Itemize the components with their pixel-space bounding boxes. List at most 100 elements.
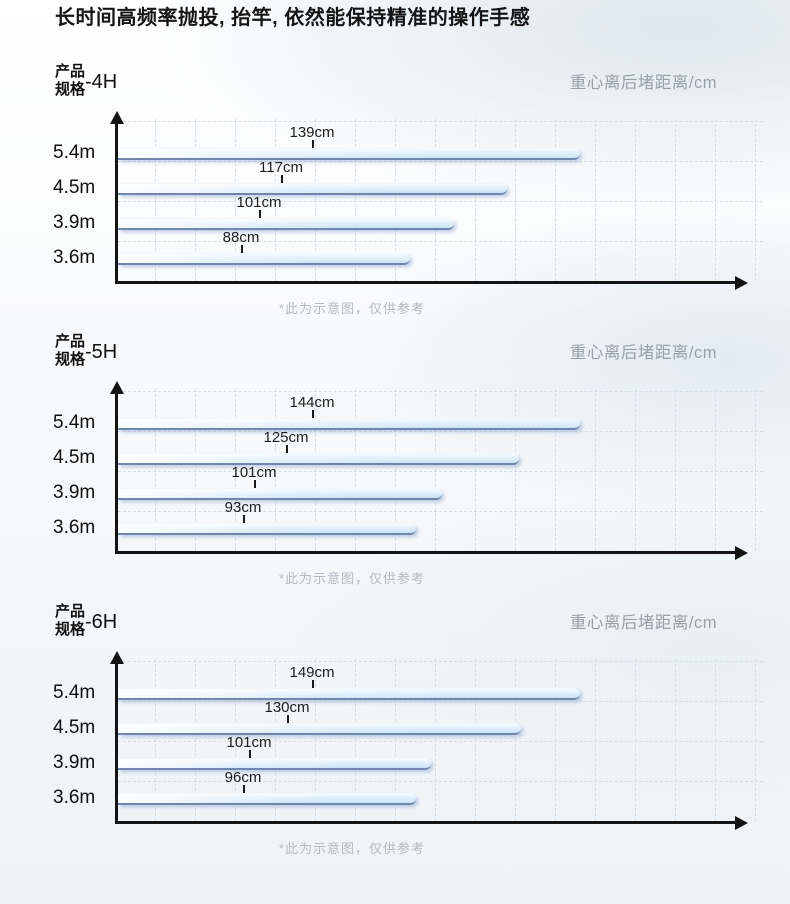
value-label: 144cm — [289, 394, 335, 411]
value-label: 96cm — [224, 769, 262, 786]
charts-container: 产品 规格 -4H 重心离后堵距离/cm 139cm 5.4m 117cm 4.5m 1… — [0, 61, 790, 857]
chart-header: 产品 规格 -5H 重心离后堵距离/cm — [55, 331, 717, 371]
value-label: 117cm — [259, 159, 303, 176]
bar-row: 88cm — [118, 229, 420, 265]
bar — [118, 418, 580, 430]
category-label: 4.5m — [53, 177, 96, 198]
grid-line-vertical — [315, 659, 316, 821]
bar — [118, 723, 521, 735]
bar — [118, 793, 416, 805]
grid-line-horizontal — [118, 661, 763, 662]
x-axis-arrow-icon — [735, 275, 748, 290]
grid-line-vertical — [515, 659, 516, 821]
grid-line-vertical — [435, 389, 436, 551]
plot-area: 149cm 5.4m 130cm 4.5m 101cm 3.9m 96cm 3.6m — [53, 651, 763, 830]
grid-line-horizontal — [118, 511, 763, 512]
grid-line-vertical — [315, 119, 316, 281]
bar — [118, 758, 431, 770]
category-label: 4.5m — [53, 447, 96, 468]
bar-row: 144cm — [118, 394, 590, 430]
value-label: 101cm — [226, 734, 272, 751]
category-label: 5.4m — [53, 682, 96, 703]
grid-line-horizontal — [118, 241, 763, 242]
bar-row: 130cm — [118, 699, 531, 735]
bar-row: 139cm — [118, 125, 590, 160]
spec-model-label: -4H — [85, 71, 118, 93]
spec-title-stack: 产品 规格 — [55, 603, 85, 639]
grid-line-vertical — [195, 659, 196, 821]
bar — [118, 488, 442, 500]
grid-line-vertical — [475, 389, 476, 551]
value-tick — [241, 245, 243, 253]
chart-header: 产品 规格 -4H 重心离后堵距离/cm — [55, 61, 717, 101]
grid-line-horizontal — [118, 121, 763, 122]
spec-title-line1: 产品 — [55, 603, 86, 620]
value-tick — [243, 785, 245, 793]
value-tick — [254, 480, 256, 488]
bar-row: 101cm — [118, 464, 452, 500]
value-label: 125cm — [263, 429, 309, 446]
bar — [118, 218, 454, 230]
grid-line-vertical — [555, 389, 556, 551]
disclaimer-note: *此为示意图，仅供参考 — [278, 841, 426, 856]
plot-area: 144cm 5.4m 125cm 4.5m 101cm 3.9m 93cm 3.6m — [53, 381, 763, 560]
grid-line-vertical — [355, 119, 356, 281]
grid-line-vertical — [235, 389, 236, 551]
value-label: 88cm — [222, 229, 260, 246]
x-axis-line — [115, 551, 737, 554]
spec-title: 产品 规格 -5H — [55, 333, 117, 369]
x-axis-title: 重心离后堵距离/cm — [569, 344, 717, 362]
y-axis-line — [115, 123, 118, 284]
value-tick — [281, 175, 283, 183]
bar — [118, 453, 519, 465]
grid-line-vertical — [395, 659, 396, 821]
spec-model-label: -6H — [85, 611, 118, 633]
grid-line-vertical — [635, 119, 636, 281]
x-axis-title: 重心离后堵距离/cm — [569, 74, 717, 92]
grid-line-vertical — [395, 119, 396, 281]
value-label: 101cm — [236, 194, 282, 211]
grid-line-vertical — [195, 119, 196, 281]
spec-chart: 产品 规格 -6H 重心离后堵距离/cm 149cm 5.4m 130cm 4.5m 1… — [0, 601, 790, 857]
value-label: 101cm — [231, 464, 277, 481]
grid-line-vertical — [515, 389, 516, 551]
category-label: 3.9m — [53, 212, 96, 233]
category-label: 3.9m — [53, 482, 96, 503]
category-label: 3.6m — [53, 517, 96, 538]
grid-line-vertical — [315, 389, 316, 551]
grid-line-vertical — [155, 119, 156, 281]
grid-line-vertical — [395, 389, 396, 551]
grid-line-vertical — [235, 119, 236, 281]
y-axis-line — [115, 663, 118, 824]
value-tick — [287, 715, 289, 723]
bar-row: 96cm — [118, 769, 426, 805]
grid-line-vertical — [155, 389, 156, 551]
grid-line-vertical — [435, 659, 436, 821]
grid-line-vertical — [155, 659, 156, 821]
x-axis-line — [115, 821, 737, 824]
grid-line-vertical — [635, 389, 636, 551]
grid-line-horizontal — [118, 701, 763, 702]
bar-row: 101cm — [118, 194, 464, 230]
spec-model-label: -5H — [85, 341, 118, 363]
spec-title-stack: 产品 规格 — [55, 333, 85, 369]
plot-area: 139cm 5.4m 117cm 4.5m 101cm 3.9m 88cm 3.6m — [53, 111, 763, 290]
spec-title-line2: 规格 — [55, 621, 86, 638]
value-tick — [312, 140, 314, 148]
grid-line-vertical — [675, 119, 676, 281]
spec-title-stack: 产品 规格 — [55, 63, 85, 99]
value-tick — [259, 210, 261, 218]
grid-line-horizontal — [118, 431, 763, 432]
grid-line-vertical — [355, 659, 356, 821]
bar-row: 125cm — [118, 429, 529, 465]
grid-line-vertical — [475, 659, 476, 821]
grid-line-vertical — [595, 659, 596, 821]
bar-row: 149cm — [118, 665, 590, 700]
grid-line-vertical — [475, 119, 476, 281]
category-label: 4.5m — [53, 717, 96, 738]
y-axis-arrow-icon — [110, 111, 124, 124]
value-label: 130cm — [264, 699, 310, 716]
grid-line-vertical — [715, 659, 716, 821]
value-tick — [312, 410, 314, 418]
grid-line-vertical — [435, 119, 436, 281]
